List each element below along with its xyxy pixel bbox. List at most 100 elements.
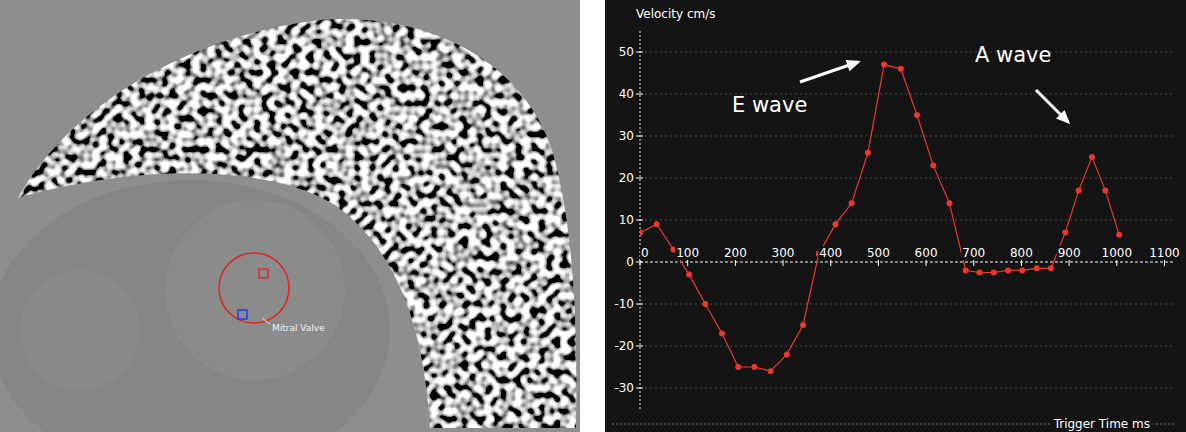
x-tick (830, 259, 831, 266)
data-point (914, 112, 920, 118)
label-patch (1101, 246, 1134, 260)
x-tick-label-group: 400 (818, 246, 843, 260)
image-label: Mitral Valve (272, 323, 325, 333)
label-patch (640, 246, 650, 260)
roi-circle (219, 253, 289, 323)
y-tick (636, 346, 643, 347)
x-tick-label: 1100 (1149, 246, 1180, 260)
x-tick-label-group: 200 (723, 246, 748, 260)
y-tick-label: -10 (614, 297, 634, 311)
data-point (1102, 188, 1108, 194)
y-tick (636, 52, 643, 53)
data-group (640, 62, 1122, 375)
x-tick-label: 700 (962, 246, 985, 260)
label-patch (723, 246, 748, 260)
x-tick-label-group: 1000 (1101, 246, 1134, 260)
x-tick-label: 600 (915, 246, 938, 260)
label-patch (961, 246, 986, 260)
series-line (640, 65, 1119, 372)
label-leader (262, 318, 270, 324)
label-patch (1009, 246, 1034, 260)
data-point (832, 221, 838, 227)
label-patch (818, 246, 843, 260)
grid-line (640, 178, 1174, 179)
data-point (963, 267, 969, 273)
grid-line (640, 136, 1174, 137)
figure: Mitral Valve-30-20-100102030405001002003… (0, 0, 1186, 432)
data-point (686, 272, 692, 278)
data-point (881, 62, 887, 68)
data-point (735, 364, 741, 370)
data-point (849, 200, 855, 206)
roi-square-red (259, 269, 268, 278)
y-tick-label: 50 (619, 45, 634, 59)
x-axis-line (640, 262, 1174, 263)
data-point (1019, 267, 1025, 273)
label-patch (771, 246, 796, 260)
data-point (1005, 267, 1011, 273)
y-tick-label: -20 (614, 339, 634, 353)
heart-region (0, 180, 390, 432)
noise-group (0, 0, 580, 432)
x-tick-label-group: 700 (961, 246, 986, 260)
x-tick (1116, 259, 1117, 266)
noise-texture (0, 0, 580, 432)
x-tick (1021, 259, 1022, 266)
y-tick-label: -30 (614, 381, 634, 395)
data-point (702, 301, 708, 307)
data-point (930, 162, 936, 168)
y-tick (636, 388, 643, 389)
annotation: A wave (975, 43, 1051, 67)
data-point (1116, 232, 1122, 238)
roi-square-blue (238, 310, 247, 319)
data-point (1048, 265, 1054, 271)
x-tick (878, 259, 879, 266)
x-tick-label: 400 (819, 246, 842, 260)
data-point (1076, 188, 1082, 194)
x-tick-label: 200 (724, 246, 747, 260)
grid-line (640, 262, 1174, 263)
y-tick (636, 178, 643, 179)
y-tick-label: 0 (626, 255, 634, 269)
y-tick (636, 220, 643, 221)
x-tick-label: 300 (772, 246, 795, 260)
annotation: E wave (732, 93, 807, 117)
data-point (784, 351, 790, 357)
data-point (976, 270, 982, 276)
x-tick-label-group: 900 (1057, 246, 1082, 260)
label-patch (1057, 246, 1082, 260)
y-axis-title: Velocity cm/s (636, 7, 715, 21)
x-tick-label: 1000 (1102, 246, 1133, 260)
x-tick-label: 900 (1058, 246, 1081, 260)
x-tick-label: 500 (867, 246, 890, 260)
grid-line (640, 388, 1174, 389)
data-point (800, 322, 806, 328)
x-tick (973, 259, 974, 266)
data-point (768, 368, 774, 374)
data-point (640, 230, 643, 236)
x-tick-label: 100 (676, 246, 699, 260)
x-tick (1069, 259, 1070, 266)
x-tick-label-group: 100 (675, 246, 700, 260)
data-point (946, 200, 952, 206)
y-tick (636, 304, 643, 305)
y-tick (636, 136, 643, 137)
x-tick-label: 800 (1010, 246, 1033, 260)
x-tick (1164, 259, 1165, 266)
y-tick-label: 20 (619, 171, 634, 185)
grid-line (640, 304, 1174, 305)
x-tick (735, 259, 736, 266)
annotation-arrowhead (846, 60, 861, 71)
data-point (865, 150, 871, 156)
data-point (1062, 230, 1068, 236)
label-patch (1050, 417, 1153, 431)
label-patch (914, 246, 939, 260)
grid-line (640, 346, 1174, 347)
x-tick-label-group: 300 (771, 246, 796, 260)
x-tick-label-group: 1100 (1148, 246, 1181, 260)
x-tick-label-group: 0 (640, 246, 650, 260)
x-tick (926, 259, 927, 266)
label-patch (675, 246, 700, 260)
data-point (991, 270, 997, 276)
y-tick-label: 30 (619, 129, 634, 143)
